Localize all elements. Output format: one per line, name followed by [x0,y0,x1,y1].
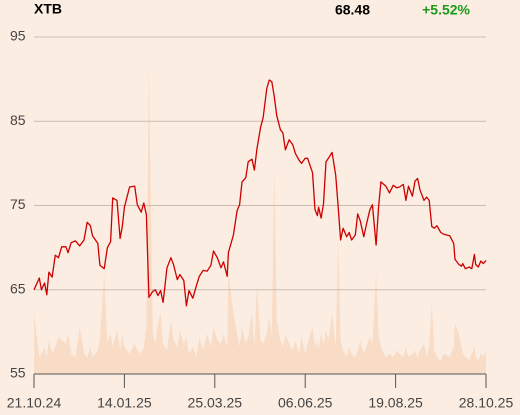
x-tick-label: 28.10.25 [459,395,514,411]
y-tick-label: 85 [10,112,26,128]
x-tick-label: 14.01.25 [97,395,152,411]
price-line [33,79,487,307]
price-change: +5.52% [422,2,470,18]
y-tick-label: 65 [10,280,26,296]
x-tick-label: 19.08.25 [368,395,423,411]
x-tick-label: 25.03.25 [188,395,243,411]
y-tick-label: 75 [10,196,26,212]
y-tick-label: 95 [10,28,26,44]
y-tick-label: 55 [10,365,26,381]
last-price: 68.48 [335,2,370,18]
volume-area [34,64,486,374]
x-tick-label: 06.06.25 [278,395,333,411]
chart-title: XTB [34,1,62,17]
x-tick-label: 21.10.24 [7,395,62,411]
